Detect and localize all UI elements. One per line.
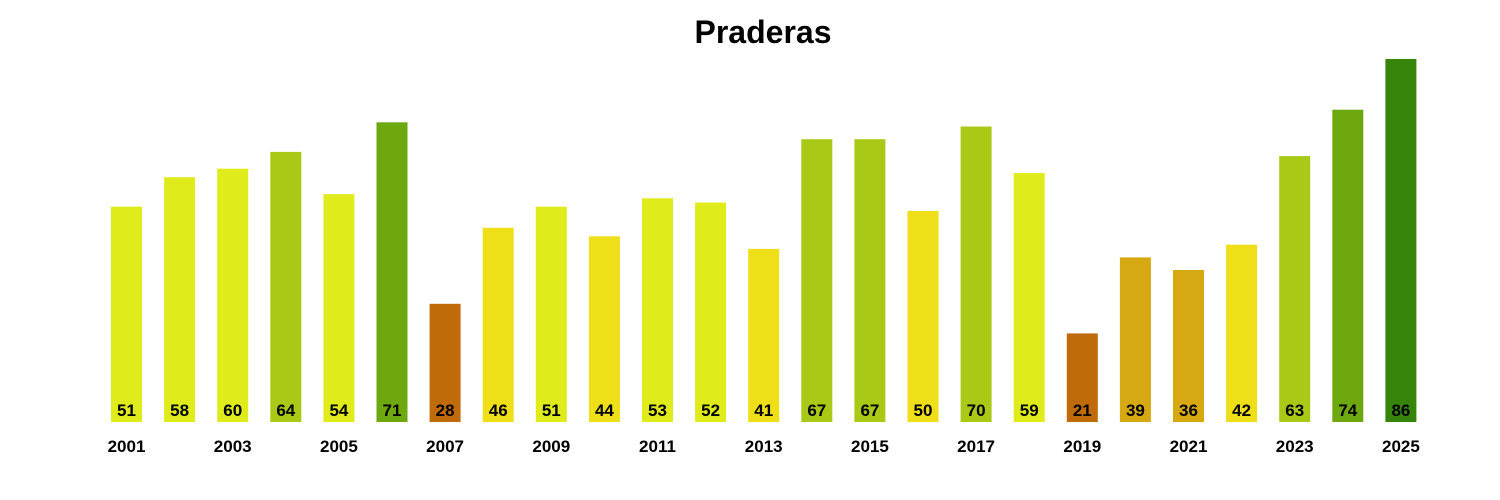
bar-2006 <box>376 122 408 423</box>
x-tick-label-2023: 2023 <box>1276 437 1314 456</box>
value-label-2010: 44 <box>595 401 614 420</box>
bar-2019 <box>1066 333 1098 422</box>
bar-2020 <box>1119 257 1151 422</box>
bar-2024 <box>1332 109 1364 422</box>
bar-2018 <box>1013 173 1045 422</box>
x-tick-label-2021: 2021 <box>1170 437 1208 456</box>
x-tick-label-2001: 2001 <box>108 437 146 456</box>
x-tick-label-2009: 2009 <box>532 437 570 456</box>
value-label-2023: 63 <box>1285 401 1304 420</box>
value-label-2007: 28 <box>436 401 455 420</box>
value-label-2002: 58 <box>170 401 189 420</box>
value-label-2013: 41 <box>754 401 773 420</box>
x-axis-tick-labels: 2001 2003 2005 2007 2009 2011 2013 2015 2017 2019… <box>108 437 1420 456</box>
bar-2017 <box>960 126 992 422</box>
value-label-2008: 46 <box>489 401 508 420</box>
bar-2005 <box>323 194 355 422</box>
chart-title: Praderas <box>695 14 832 50</box>
value-label-2009: 51 <box>542 401 561 420</box>
bar-2001 <box>111 206 142 422</box>
bar-2013 <box>748 248 780 422</box>
bar-2009 <box>535 206 567 422</box>
bar-2012 <box>695 202 727 422</box>
value-label-2022: 42 <box>1232 401 1251 420</box>
value-labels-group: 51 58 60 64 54 71 28 46 51 44 53 52 41 67 67 50 70 59 21 39… <box>117 401 1410 420</box>
value-label-2020: 39 <box>1126 401 1145 420</box>
value-label-2004: 64 <box>276 401 295 420</box>
x-tick-label-2007: 2007 <box>426 437 464 456</box>
bar-2004 <box>270 151 302 422</box>
value-label-2019: 21 <box>1073 401 1092 420</box>
value-label-2014: 67 <box>807 401 826 420</box>
x-tick-label-2011: 2011 <box>639 437 676 456</box>
bar-2014 <box>801 139 833 422</box>
bar-2002 <box>164 177 196 422</box>
value-label-2011: 53 <box>648 401 667 420</box>
bar-2008 <box>482 227 514 422</box>
value-label-2016: 50 <box>914 401 933 420</box>
bars-group <box>111 59 1417 423</box>
bar-2010 <box>588 236 620 422</box>
bar-2015 <box>854 139 886 422</box>
x-tick-label-2019: 2019 <box>1063 437 1101 456</box>
bar-2003 <box>217 168 249 422</box>
value-label-2006: 71 <box>383 401 402 420</box>
x-tick-label-2017: 2017 <box>957 437 995 456</box>
bar-2007 <box>429 303 461 422</box>
bar-2016 <box>907 211 939 422</box>
value-label-2003: 60 <box>223 401 242 420</box>
x-tick-label-2003: 2003 <box>214 437 252 456</box>
value-label-2025: 86 <box>1391 401 1410 420</box>
value-label-2001: 51 <box>117 401 136 420</box>
value-label-2021: 36 <box>1179 401 1198 420</box>
value-label-2018: 59 <box>1020 401 1039 420</box>
bar-2021 <box>1173 270 1204 422</box>
value-label-2005: 54 <box>329 401 348 420</box>
x-tick-label-2025: 2025 <box>1382 437 1420 456</box>
value-label-2015: 67 <box>860 401 879 420</box>
value-label-2017: 70 <box>967 401 986 420</box>
value-label-2024: 74 <box>1338 401 1357 420</box>
bar-2011 <box>642 198 673 422</box>
bar-2023 <box>1279 156 1311 422</box>
bar-2022 <box>1226 244 1258 422</box>
x-tick-label-2015: 2015 <box>851 437 889 456</box>
value-label-2012: 52 <box>701 401 720 420</box>
bar-2025 <box>1385 59 1417 422</box>
x-tick-label-2013: 2013 <box>745 437 783 456</box>
x-tick-label-2005: 2005 <box>320 437 358 456</box>
